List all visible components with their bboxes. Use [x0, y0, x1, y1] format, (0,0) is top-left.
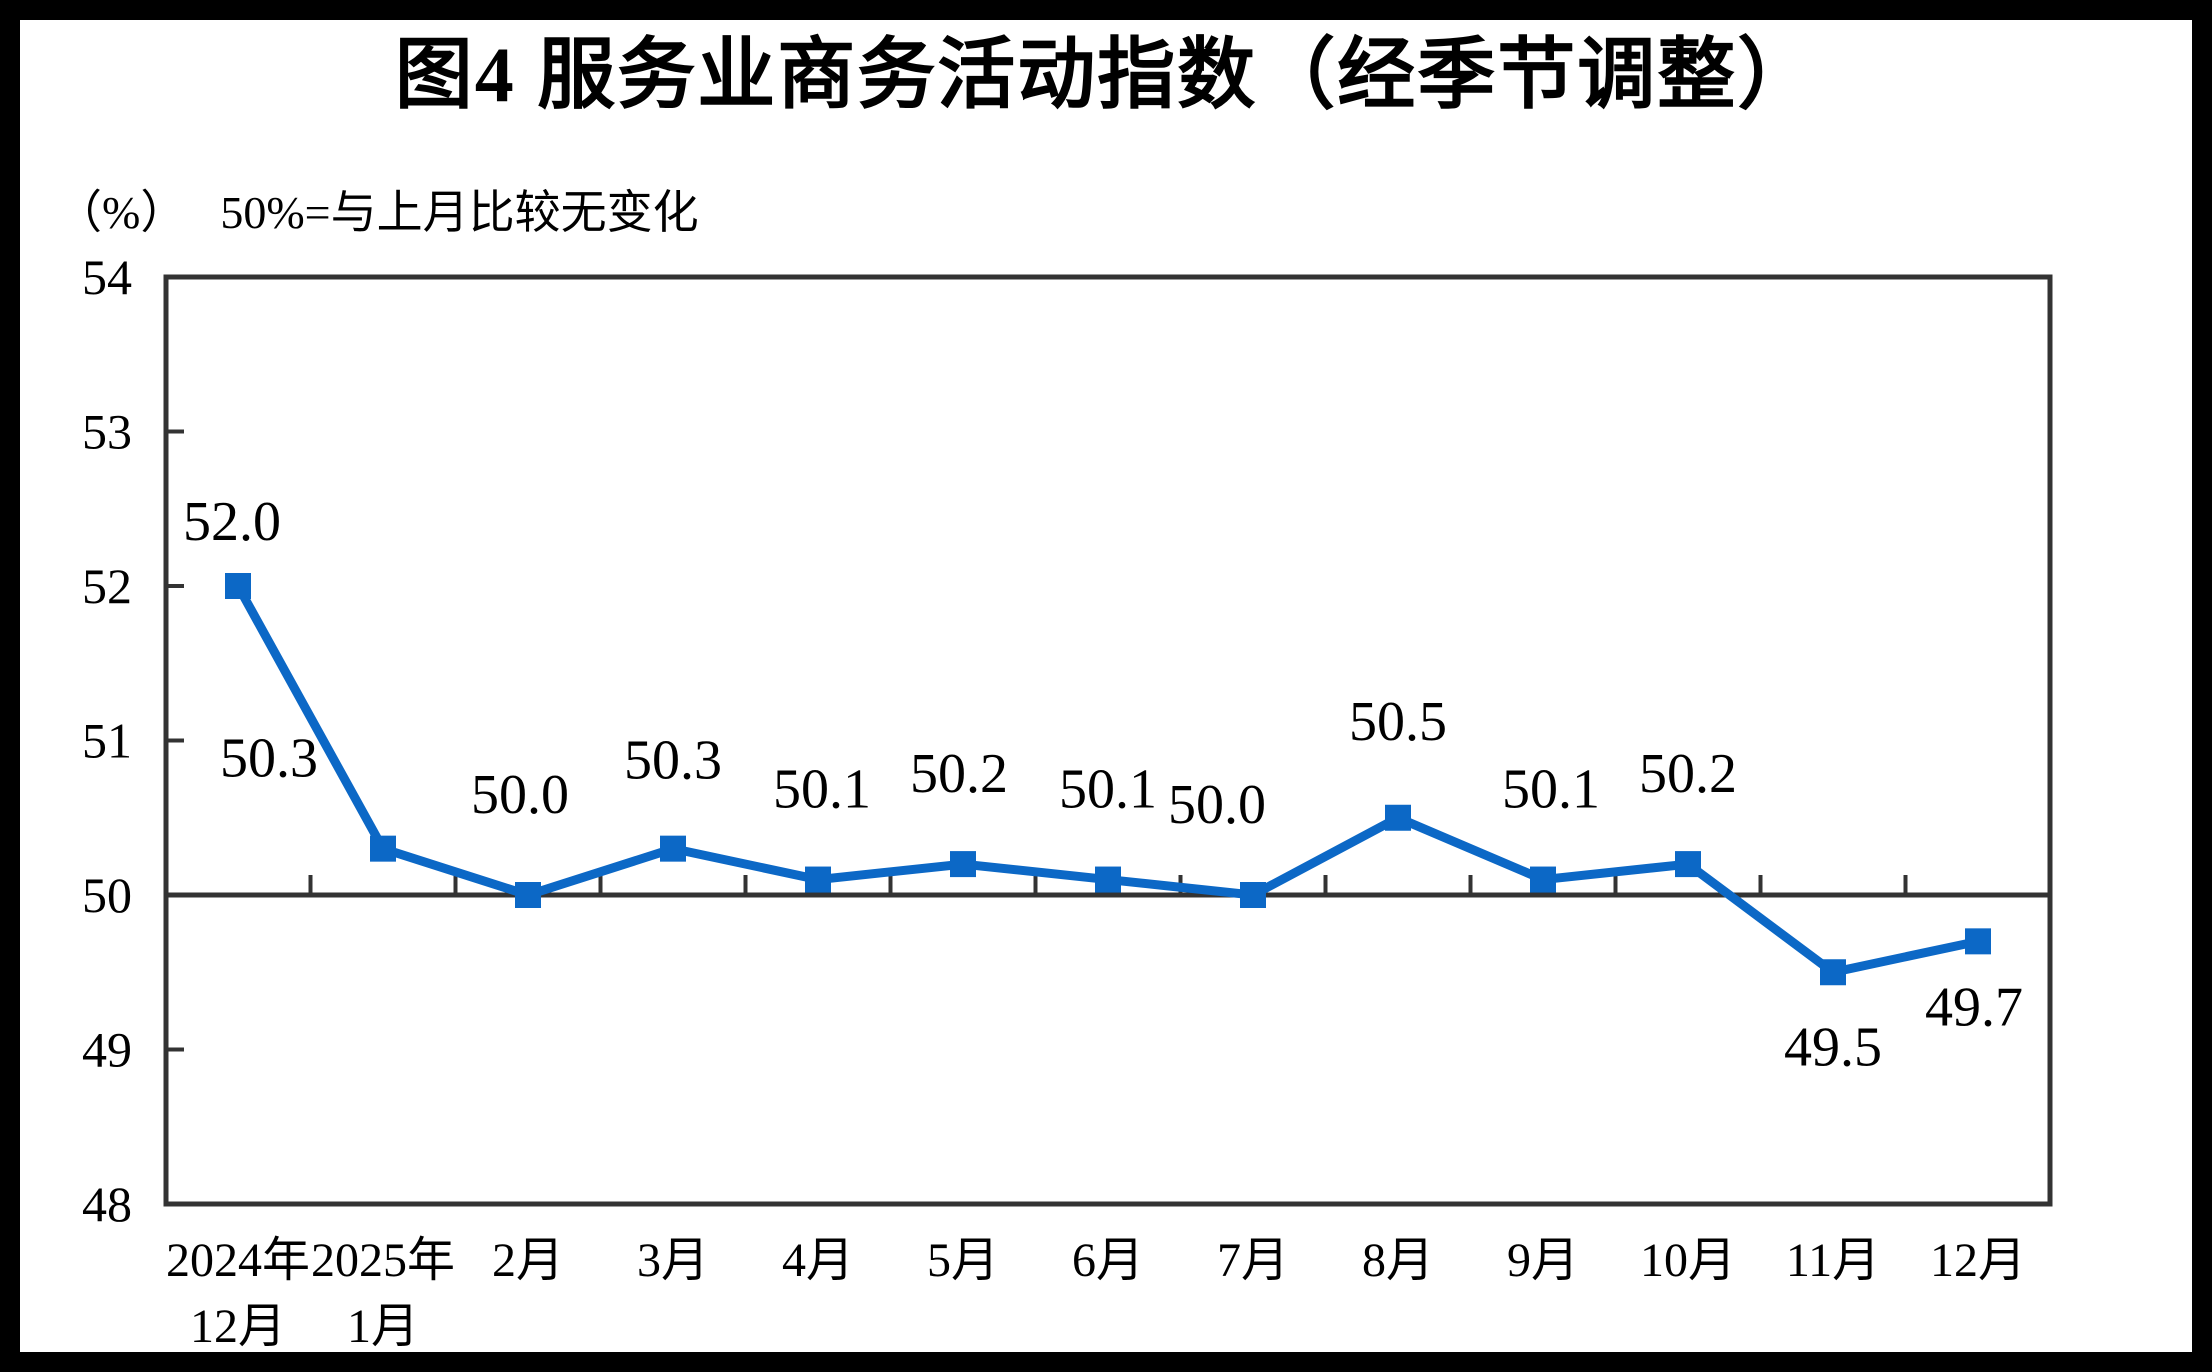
x-axis-tick-label: 2月 — [492, 1234, 564, 1287]
data-label: 52.0 — [183, 491, 281, 553]
data-label: 50.0 — [471, 764, 569, 826]
data-point-marker — [1675, 851, 1701, 878]
axis-note-row: （%） 50%=与上月比较无变化 — [56, 176, 699, 242]
data-point-marker — [1820, 959, 1846, 986]
data-point-marker — [515, 882, 541, 908]
data-label: 50.5 — [1349, 691, 1447, 753]
data-point-marker — [1965, 928, 1991, 955]
data-label: 50.1 — [1502, 759, 1600, 821]
data-point-marker — [1385, 804, 1411, 831]
data-label: 50.2 — [1639, 743, 1737, 805]
x-axis-tick-label: 6月 — [1072, 1234, 1144, 1287]
reference-line-note: 50%=与上月比较无变化 — [220, 187, 699, 238]
x-axis-tick-label: 7月 — [1217, 1234, 1289, 1287]
x-axis-tick-label: 2024年 — [166, 1234, 310, 1287]
data-point-marker — [1095, 866, 1121, 893]
y-axis-tick-label: 50 — [82, 867, 132, 923]
x-axis-tick-label: 9月 — [1507, 1234, 1579, 1287]
x-axis-tick-label: 4月 — [782, 1234, 854, 1287]
data-point-marker — [225, 573, 251, 599]
x-axis-tick-label: 12月 — [1930, 1234, 2026, 1287]
y-axis-tick-label: 52 — [82, 558, 132, 614]
y-axis-tick-label: 49 — [82, 1022, 132, 1078]
data-label: 50.1 — [773, 759, 871, 821]
x-axis-tick-label: 8月 — [1362, 1234, 1434, 1287]
data-label: 50.3 — [220, 728, 318, 790]
plot-frame — [163, 274, 2053, 1207]
x-axis-tick-label: 12月 — [190, 1300, 286, 1352]
data-label: 50.0 — [1168, 774, 1266, 836]
y-axis-tick-label: 48 — [82, 1176, 132, 1232]
y-axis-tick-label: 53 — [82, 404, 132, 460]
data-point-marker — [660, 835, 686, 862]
data-point-marker — [370, 835, 396, 862]
x-axis-tick-label: 11月 — [1786, 1234, 1880, 1287]
data-point-marker — [805, 866, 831, 893]
data-label: 50.2 — [910, 743, 1008, 805]
y-axis-tick-label: 51 — [82, 713, 132, 769]
data-label: 49.5 — [1784, 1016, 1882, 1078]
chart-title: 图4 服务业商务活动指数（经季节调整） — [394, 31, 1818, 118]
data-point-marker — [1240, 882, 1266, 908]
data-label: 50.1 — [1059, 759, 1157, 821]
data-point-marker — [1530, 866, 1556, 893]
x-axis-tick-label: 2025年 — [311, 1234, 455, 1287]
x-axis-tick-label: 3月 — [637, 1234, 709, 1287]
x-axis-tick-label: 1月 — [347, 1300, 419, 1352]
data-label: 50.3 — [624, 730, 722, 792]
chart-page: 图4 服务业商务活动指数（经季节调整） （%） 50%=与上月比较无变化 48 49… — [20, 20, 2192, 1352]
y-axis-unit-label: （%） — [56, 187, 187, 238]
x-axis-tick-label: 10月 — [1640, 1234, 1736, 1287]
line-chart: 48 49 50 51 52 53 54 2024年 12月 2025年 1月 2月 3月 4月 5月 6月 7… — [82, 249, 2053, 1352]
x-axis-tick-label: 5月 — [927, 1234, 999, 1287]
y-axis-tick-label: 54 — [82, 249, 132, 305]
data-point-marker — [950, 851, 976, 878]
data-label: 49.7 — [1925, 976, 2023, 1038]
